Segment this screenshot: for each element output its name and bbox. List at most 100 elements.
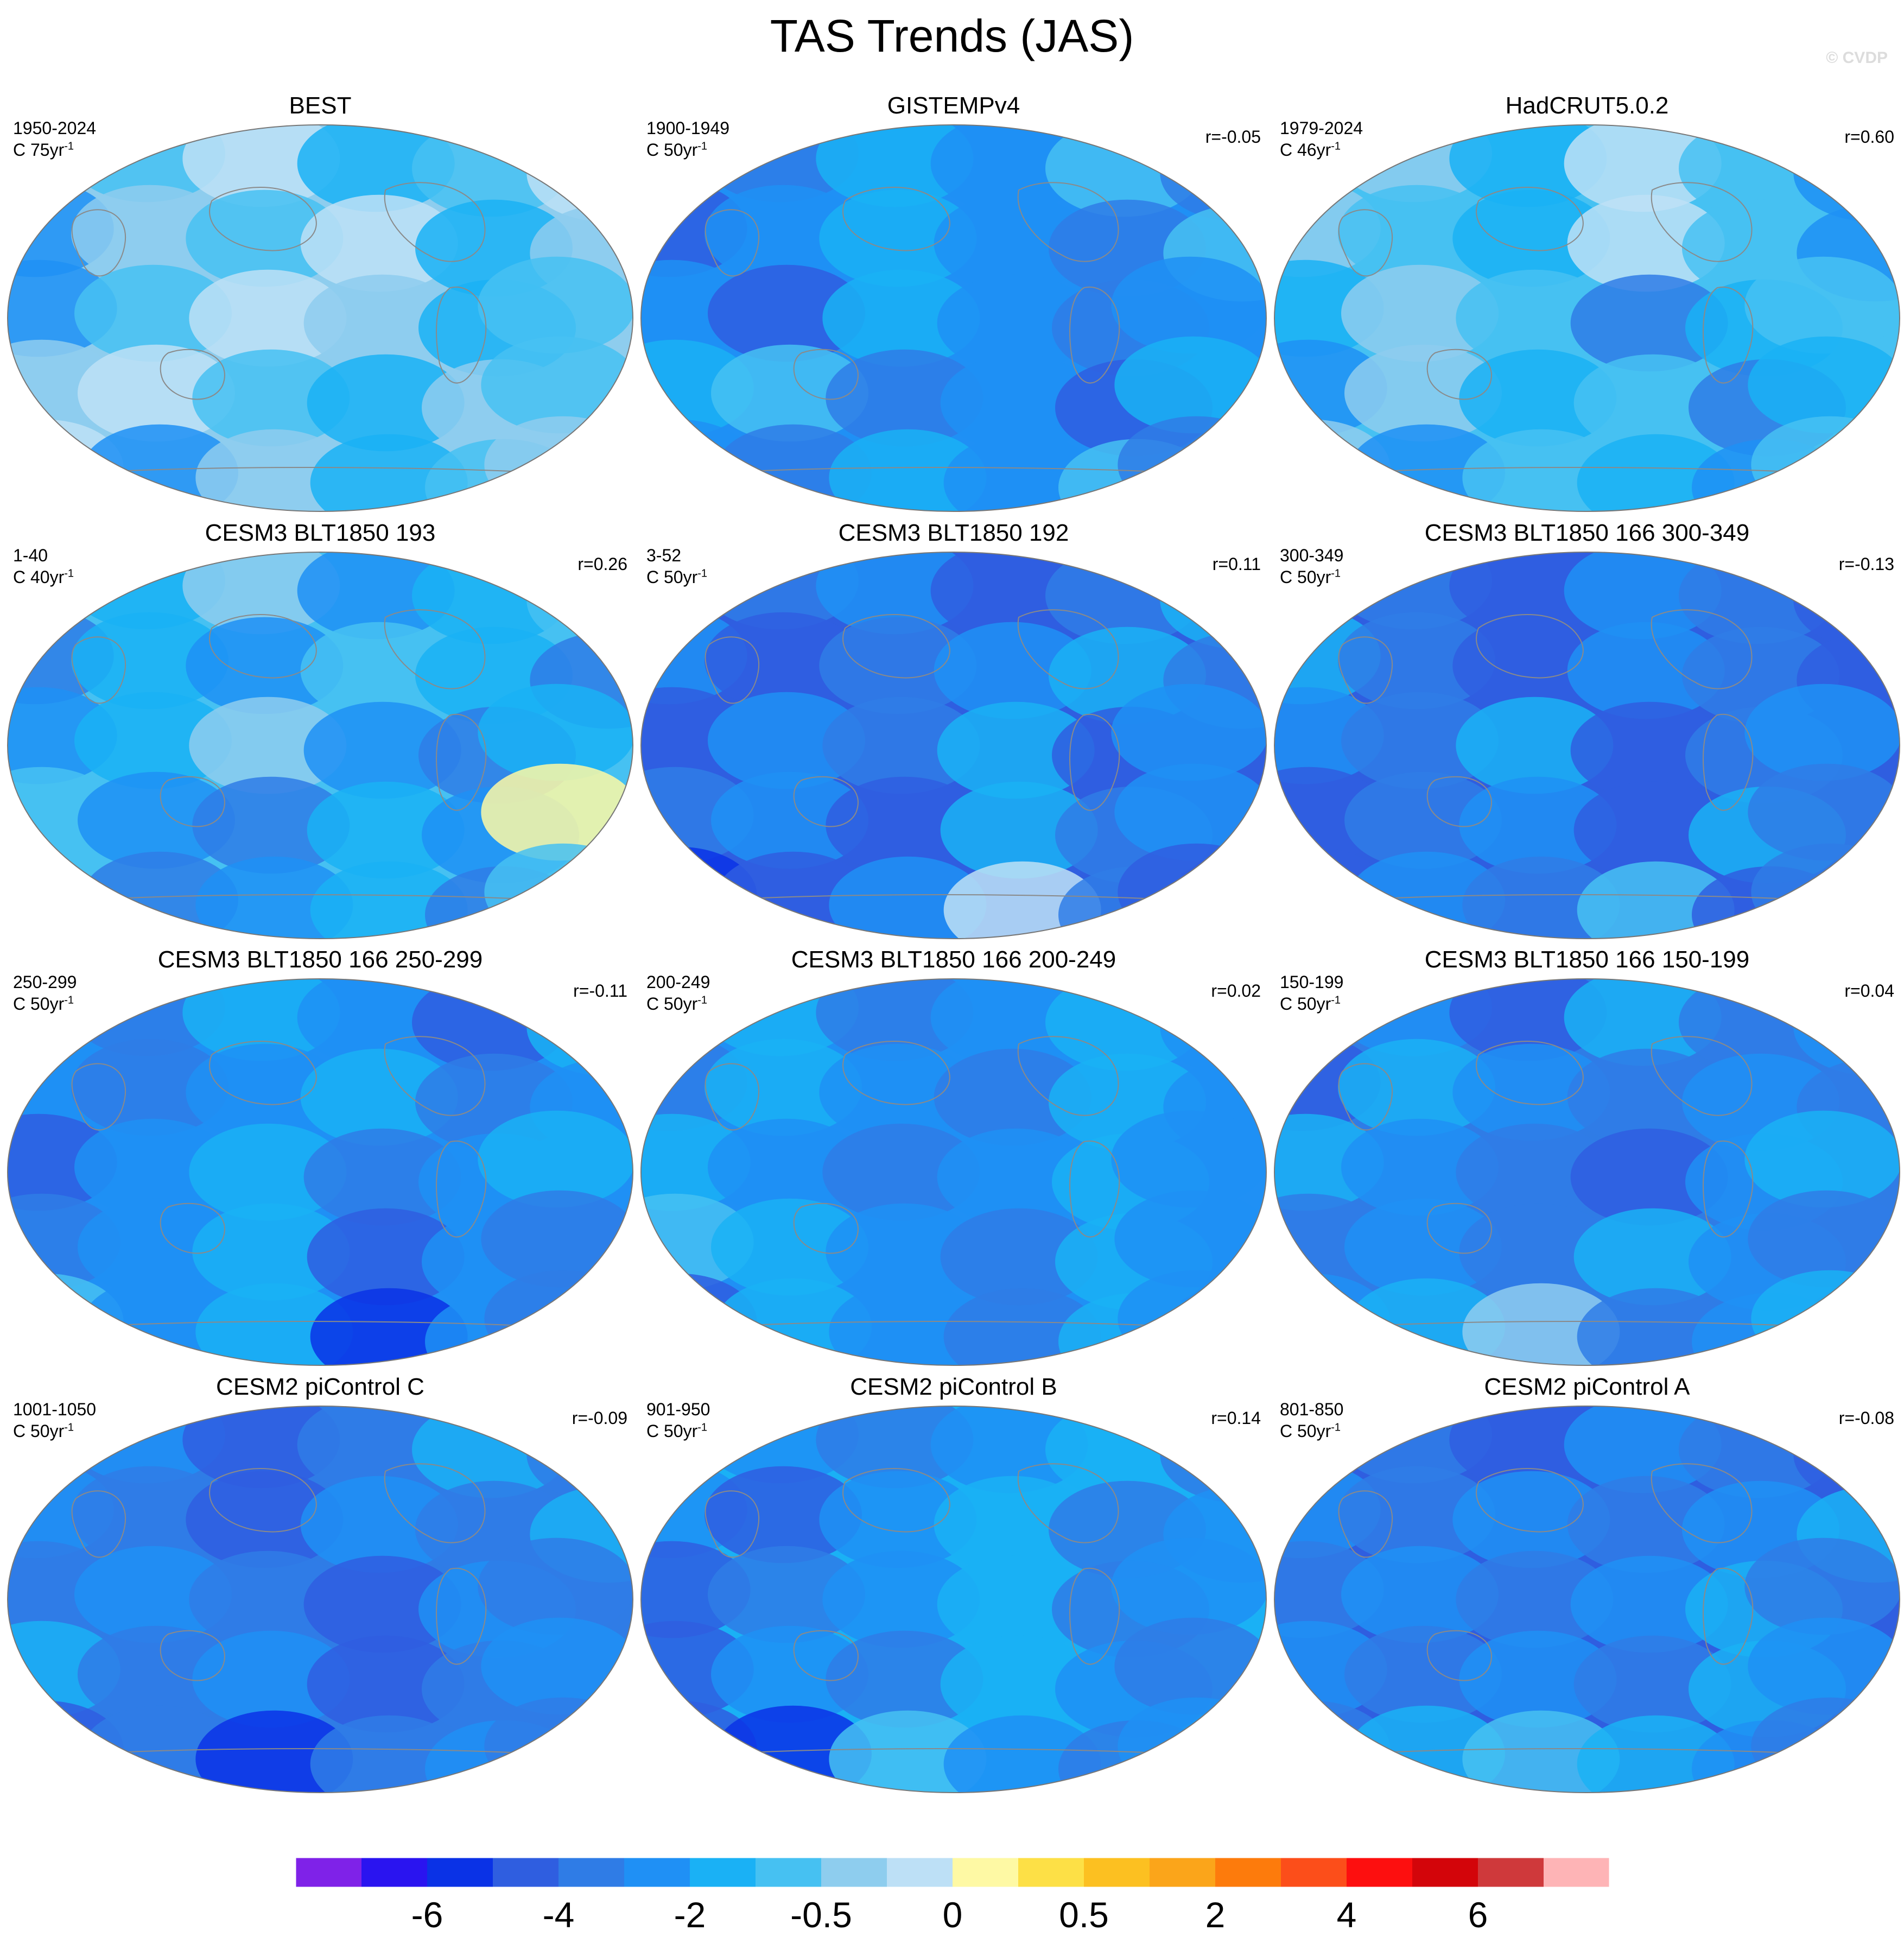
trend-patch	[822, 1123, 980, 1221]
trend-patch	[297, 1406, 455, 1493]
panel-title: GISTEMPv4	[887, 92, 1020, 119]
panel-units-text: C 40yr	[13, 567, 65, 587]
colorbar-tick-label: 6	[1468, 1895, 1488, 1935]
robinson-map	[640, 552, 1267, 939]
trend-patch	[478, 1537, 633, 1635]
trend-patch	[1341, 1546, 1499, 1643]
colorbar-tick-label: -2	[674, 1895, 706, 1935]
trend-patch	[1118, 1697, 1266, 1793]
trend-patch	[705, 1466, 862, 1564]
trend-patch	[484, 1270, 633, 1365]
trend-patch	[71, 185, 229, 282]
panel-units: C 50yr-1	[1280, 567, 1341, 587]
trend-patch	[930, 125, 1088, 212]
map-border	[7, 978, 633, 1366]
trend-patch	[1573, 1635, 1731, 1733]
trend-patch	[829, 429, 987, 511]
coastline	[1426, 1630, 1492, 1681]
map-panel: GISTEMPv4 1900-1949 C 50yr-1 r=-0.05	[639, 92, 1268, 521]
coastline	[160, 1202, 225, 1254]
panel-correlation: r=0.26	[577, 554, 627, 574]
trend-patch	[74, 264, 232, 362]
trend-patch	[1341, 264, 1499, 362]
panel-correlation: r=0.60	[1844, 127, 1894, 147]
trend-patch	[1751, 1270, 1900, 1365]
map-border	[1274, 124, 1900, 512]
coastline	[1069, 1140, 1120, 1238]
trend-patch	[478, 1110, 633, 1208]
trend-patch	[1118, 1270, 1266, 1365]
colorbar-swatch	[558, 1858, 625, 1887]
coastline	[384, 182, 486, 262]
colorbar-swatch	[493, 1858, 559, 1887]
colorbar-tick-label: -0.5	[790, 1895, 852, 1935]
trend-patch	[1570, 1555, 1728, 1653]
coastline	[1703, 1567, 1754, 1665]
coastline	[1476, 614, 1584, 679]
map-panel: CESM3 BLT1850 166 200-249 200-249 C 50yr-1…	[639, 946, 1268, 1375]
trend-patch	[74, 692, 232, 789]
trend-patch	[1462, 1283, 1620, 1365]
panel-units-text: C 50yr	[13, 1421, 65, 1441]
panel-units: C 50yr-1	[13, 1421, 74, 1441]
colorbar-swatch	[1084, 1858, 1150, 1887]
panel-correlation: r=-0.09	[572, 1408, 627, 1428]
colorbar-swatch	[887, 1858, 953, 1887]
trend-patch	[1344, 1198, 1502, 1296]
trend-patch	[195, 1710, 353, 1793]
panel-period: 1900-1949	[646, 118, 730, 138]
trend-patch	[1274, 260, 1384, 357]
trend-patch	[1744, 1110, 1900, 1208]
robinson-map	[1274, 1406, 1900, 1793]
trend-patch	[937, 1128, 1095, 1226]
trend-patch	[641, 1621, 754, 1718]
map-border	[640, 1406, 1267, 1793]
trend-patch	[78, 1198, 235, 1296]
trend-patch	[708, 692, 865, 789]
panel-units: C 50yr-1	[1280, 994, 1341, 1014]
colorbar-swatch	[821, 1858, 887, 1887]
coastline	[1476, 1468, 1584, 1533]
panel-units-exponent: -1	[64, 1421, 74, 1434]
coastline	[1651, 182, 1753, 262]
trend-patch	[930, 1406, 1088, 1493]
colorbar-swatch	[1544, 1858, 1610, 1887]
trend-patch	[826, 1630, 983, 1728]
trend-patch	[940, 781, 1098, 879]
colorbar-swatch	[361, 1858, 428, 1887]
trend-patch	[934, 194, 1091, 292]
colorbar-swatch	[690, 1858, 756, 1887]
trend-patch	[930, 979, 1088, 1066]
map-panel: CESM2 piControl A 801-850 C 50yr-1 r=-0.08	[1272, 1374, 1902, 1802]
trend-patch	[711, 771, 868, 869]
trend-patch	[189, 269, 347, 367]
panel-period: 3-52	[646, 546, 682, 565]
map-border	[7, 1406, 633, 1793]
trend-patch	[1570, 1128, 1728, 1226]
coastline	[1017, 1463, 1119, 1543]
trend-patch	[1564, 552, 1722, 640]
panel-title: CESM3 BLT1850 193	[205, 520, 436, 546]
trend-patch	[297, 125, 455, 212]
trend-patch	[1452, 1471, 1610, 1568]
trend-patch	[1751, 416, 1900, 511]
trend-patch	[822, 269, 980, 367]
panel-period: 150-199	[1280, 972, 1344, 992]
panel-title: CESM3 BLT1850 166 150-199	[1424, 946, 1750, 973]
trend-patch	[819, 1043, 977, 1141]
coastline	[1651, 609, 1753, 689]
coastline	[1338, 1063, 1393, 1131]
map-panel: HadCRUT5.0.2 1979-2024 C 46yr-1 r=0.60	[1272, 92, 1902, 521]
coastline	[705, 1490, 760, 1558]
panel-units: C 46yr-1	[1280, 140, 1341, 160]
trend-patch	[1111, 683, 1266, 781]
trend-patch	[1452, 617, 1610, 714]
coastline	[842, 1041, 950, 1105]
trend-patch	[71, 1466, 229, 1564]
panel-title: HadCRUT5.0.2	[1505, 92, 1669, 119]
panel-units-exponent: -1	[64, 140, 74, 153]
coastline	[1017, 1036, 1119, 1116]
panel-units-exponent: -1	[64, 567, 74, 580]
trend-patch	[307, 1635, 465, 1733]
trend-patch	[8, 1621, 120, 1718]
